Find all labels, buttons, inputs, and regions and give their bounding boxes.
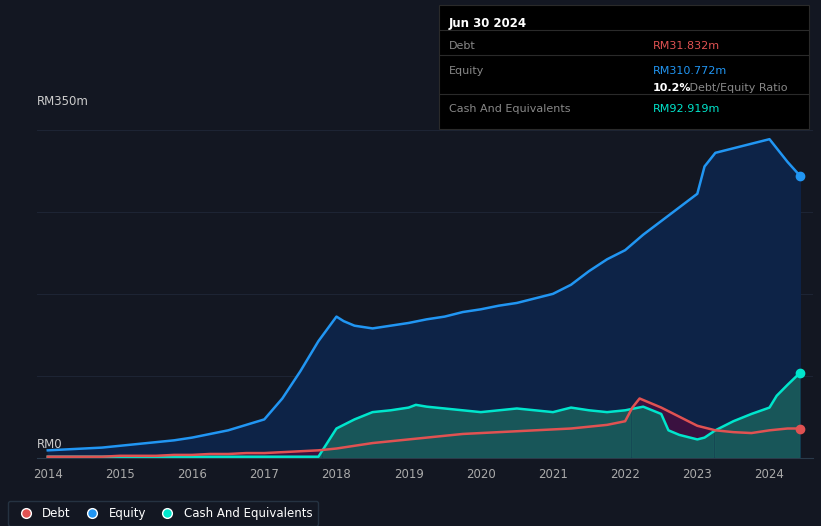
Text: RM0: RM0 [37, 438, 62, 451]
Legend: Debt, Equity, Cash And Equivalents: Debt, Equity, Cash And Equivalents [8, 501, 319, 526]
Text: RM350m: RM350m [37, 95, 89, 107]
Text: RM310.772m: RM310.772m [653, 66, 727, 76]
Text: Jun 30 2024: Jun 30 2024 [449, 17, 527, 30]
Text: Debt/Equity Ratio: Debt/Equity Ratio [686, 83, 787, 93]
Text: Cash And Equivalents: Cash And Equivalents [449, 104, 571, 114]
Text: Debt: Debt [449, 41, 476, 51]
Text: RM31.832m: RM31.832m [653, 41, 720, 51]
Text: RM92.919m: RM92.919m [653, 104, 720, 114]
Text: Equity: Equity [449, 66, 484, 76]
Text: 10.2%: 10.2% [653, 83, 691, 93]
